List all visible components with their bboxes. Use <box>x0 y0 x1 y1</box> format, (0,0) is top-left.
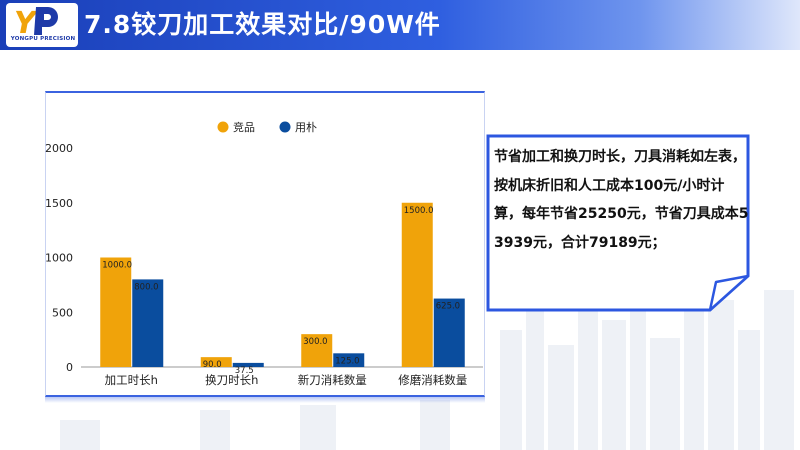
legend-label: 竞品 <box>233 120 255 134</box>
company-logo: Y YONGPU PRECISION <box>6 3 78 47</box>
y-tick-label: 1500 <box>45 197 73 210</box>
x-category-label: 加工时长h <box>105 373 158 387</box>
data-label: 800.0 <box>134 282 158 292</box>
bar-chart: 0 500 1000 1500 2000 1000.0 800.0 加工时长h 90.0 37.5… <box>45 120 483 387</box>
data-label: 300.0 <box>303 337 327 347</box>
bar-competitor-0 <box>100 257 132 367</box>
y-tick-label: 2000 <box>45 142 73 155</box>
bar-yongpu-1 <box>232 362 264 367</box>
header-bar: Y YONGPU PRECISION 7.8铰刀加工效果对比/90W件 <box>0 0 800 50</box>
x-category-label: 换刀时长h <box>205 373 258 387</box>
summary-note-text: 节省加工和换刀时长，刀具消耗如左表，按机床折旧和人工成本100元/小时计算，每年… <box>494 149 749 251</box>
y-tick-label: 1000 <box>45 252 73 265</box>
y-tick-label: 500 <box>52 306 73 319</box>
legend-swatch <box>217 121 229 133</box>
data-label: 1000.0 <box>102 261 132 271</box>
data-label: 125.0 <box>335 356 359 366</box>
page-title: 7.8铰刀加工效果对比/90W件 <box>84 10 441 39</box>
note-fold-corner <box>708 274 750 312</box>
logo-mark-icon: Y <box>14 6 58 41</box>
logo-text: YONGPU PRECISION <box>10 36 76 42</box>
legend-label: 用朴 <box>295 120 317 134</box>
y-tick-label: 0 <box>66 361 73 374</box>
data-label: 625.0 <box>436 302 460 312</box>
data-label: 37.5 <box>235 366 254 376</box>
x-category-label: 修磨消耗数量 <box>398 373 467 387</box>
legend-swatch <box>279 121 291 133</box>
data-label: 90.0 <box>203 360 222 370</box>
data-label: 1500.0 <box>404 206 434 216</box>
x-category-label: 新刀消耗数量 <box>298 373 367 387</box>
bar-competitor-1 <box>200 357 232 367</box>
chart-card-shadow <box>45 397 485 403</box>
bar-competitor-3 <box>401 202 433 367</box>
bar-yongpu-2 <box>333 353 365 367</box>
bar-yongpu-0 <box>132 279 164 367</box>
bar-competitor-2 <box>301 334 333 367</box>
bar-yongpu-3 <box>433 298 465 367</box>
callout-note-frame <box>486 134 750 312</box>
